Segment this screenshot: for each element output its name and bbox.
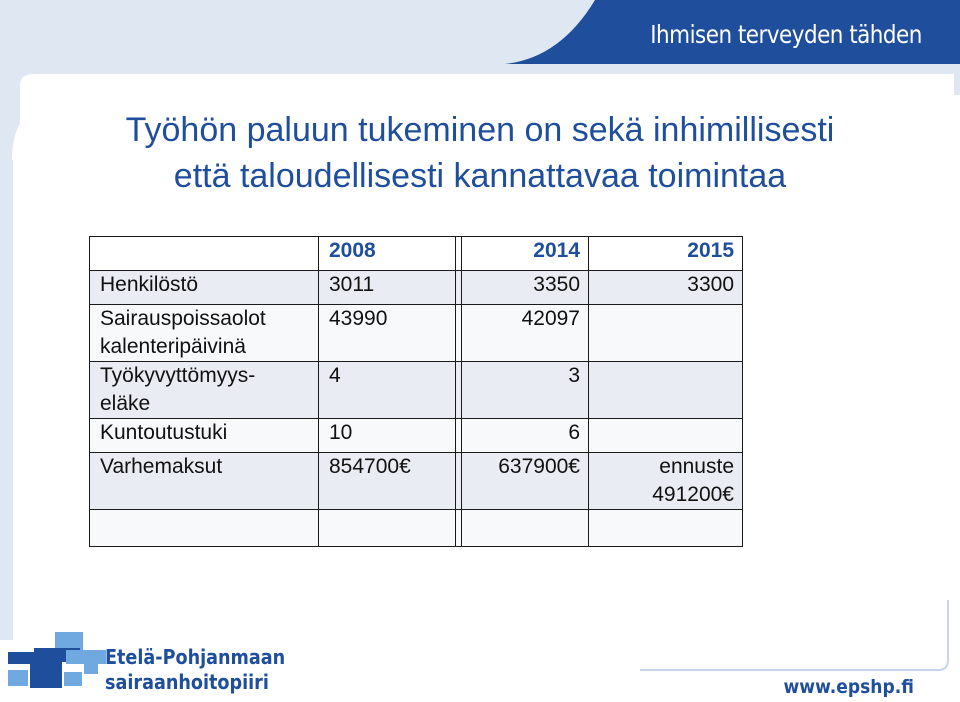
cell-2008: 3011 — [318, 270, 456, 305]
title-line-1: Työhön paluun tukeminen on sekä inhimill… — [125, 111, 835, 149]
table-row: Työkyvyttömyys- eläke 4 3 — [89, 361, 743, 419]
row-label: Henkilöstö — [89, 270, 319, 305]
table-header-cell: 2015 — [588, 236, 743, 271]
cell-2015: 3300 — [588, 270, 743, 305]
row-label-line: Työkyvyttömyys- — [100, 364, 256, 387]
table-header-cell — [89, 236, 319, 271]
cell-2008: 10 — [318, 418, 456, 453]
right-frame-line — [640, 600, 949, 671]
website-url: www.epshp.fi — [783, 676, 914, 698]
empty-cell — [89, 509, 319, 547]
slide-title: Työhön paluun tukeminen on sekä inhimill… — [0, 107, 960, 199]
header-tagline: Ihmisen terveyden tähden — [650, 20, 922, 49]
cell-2015 — [588, 418, 743, 453]
org-line-2: sairaanhoitopiiri — [105, 670, 269, 694]
cell-2014: 6 — [461, 418, 589, 453]
table-header-cell: 2014 — [461, 236, 589, 271]
statistics-table: 2008 2014 2015 Henkilöstö 3011 3350 3300… — [89, 236, 743, 547]
cell-2008: 43990 — [318, 304, 456, 362]
cell-2015 — [588, 304, 743, 362]
table-header-row: 2008 2014 2015 — [89, 236, 743, 271]
row-label: Varhemaksut — [89, 452, 319, 510]
table-row: Kuntoutustuki 10 6 — [89, 418, 743, 453]
logo-icon — [8, 632, 106, 688]
table-row: Varhemaksut 854700€ 637900€ ennuste 4912… — [89, 452, 743, 510]
row-label: Kuntoutustuki — [89, 418, 319, 453]
cell-line: ennuste — [659, 455, 734, 478]
cell-2014: 42097 — [461, 304, 589, 362]
row-label-line: eläke — [100, 392, 151, 415]
table-row: Sairauspoissaolot kalenteripäivinä 43990… — [89, 304, 743, 362]
row-label-line: kalenteripäivinä — [100, 335, 246, 358]
table-row-empty — [89, 509, 743, 547]
cell-2014: 3 — [461, 361, 589, 419]
row-label-line: Sairauspoissaolot — [100, 307, 266, 330]
cell-2008: 854700€ — [318, 452, 456, 510]
organization-name: Etelä-Pohjanmaan sairaanhoitopiiri — [105, 645, 285, 695]
empty-cell — [588, 509, 743, 547]
row-label: Työkyvyttömyys- eläke — [89, 361, 319, 419]
cell-2014: 3350 — [461, 270, 589, 305]
cell-2015: ennuste 491200€ — [588, 452, 743, 510]
row-label: Sairauspoissaolot kalenteripäivinä — [89, 304, 319, 362]
header-banner — [505, 0, 960, 64]
table-header-cell: 2008 — [318, 236, 456, 271]
table-row: Henkilöstö 3011 3350 3300 — [89, 270, 743, 305]
cell-line: 491200€ — [652, 483, 734, 506]
cell-2014: 637900€ — [461, 452, 589, 510]
empty-cell — [461, 509, 589, 547]
title-line-2: että taloudellisesti kannattavaa toimint… — [173, 157, 787, 195]
org-line-1: Etelä-Pohjanmaan — [105, 645, 286, 669]
cell-2008: 4 — [318, 361, 456, 419]
cell-2015 — [588, 361, 743, 419]
empty-cell — [318, 509, 456, 547]
